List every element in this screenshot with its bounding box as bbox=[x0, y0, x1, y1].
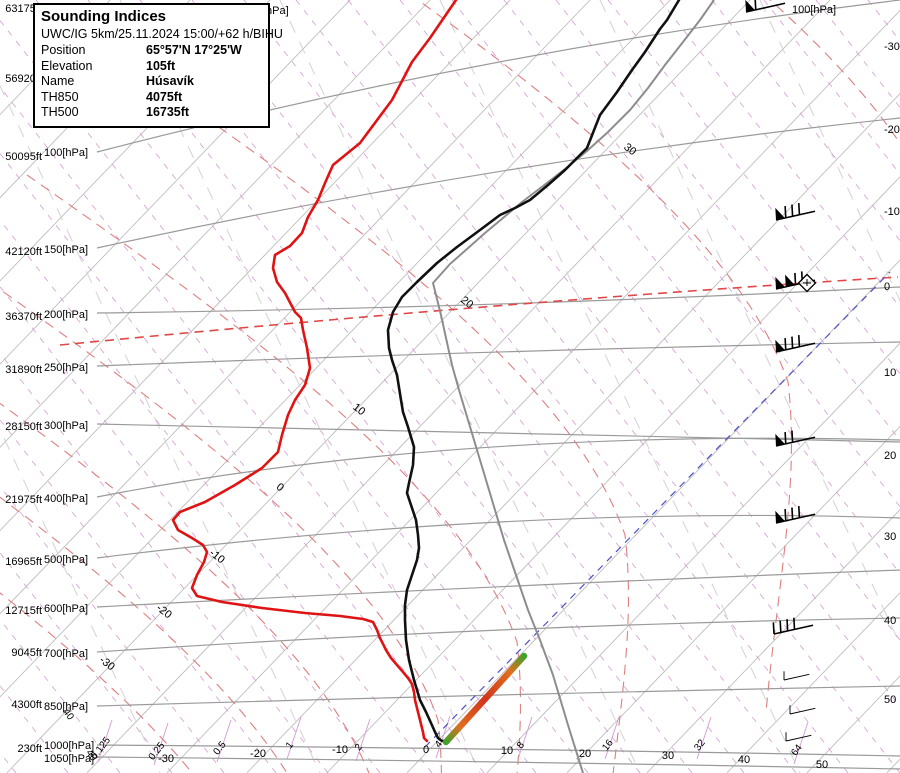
moist-adiabat-label: -30 bbox=[97, 654, 117, 673]
moist-adiabat-label: 0 bbox=[274, 481, 286, 494]
right-temperature-label: 20 bbox=[884, 450, 896, 462]
mixing-ratio-label: 0.5 bbox=[211, 739, 228, 757]
bottom-temperature-label: 30 bbox=[662, 750, 674, 762]
altitude-label: 9045ft bbox=[11, 647, 42, 659]
mixing-ratio-label: 4 bbox=[433, 739, 445, 751]
tropopause-marker-cross-icon bbox=[803, 279, 811, 286]
pressure-label: 600[hPa] bbox=[44, 603, 88, 615]
panel-row-position: Position 65°57'N 17°25'W bbox=[41, 43, 262, 59]
row-value: 4075ft bbox=[146, 89, 183, 104]
row-value: Húsavík bbox=[146, 74, 194, 88]
temperature-curve bbox=[386, 0, 681, 743]
tropopause-line bbox=[59, 276, 899, 346]
altitude-label: 31890ft bbox=[5, 364, 42, 376]
wind-barb bbox=[775, 334, 816, 353]
right-temperature-label: -30 bbox=[884, 41, 900, 53]
panel-title: Sounding Indices bbox=[41, 8, 167, 25]
right-temperature-label: 0 bbox=[884, 281, 890, 293]
mixing-ratio-label: 1 bbox=[284, 740, 296, 752]
pressure-label: 1000[hPa] bbox=[44, 740, 94, 752]
right-temperature-label: 10 bbox=[884, 367, 896, 379]
row-label: Name bbox=[41, 74, 75, 88]
bottom-temperature-label: 40 bbox=[738, 754, 750, 766]
moist-adiabat-label: 30 bbox=[621, 141, 638, 158]
row-value: 16735ft bbox=[146, 105, 190, 119]
wind-barb bbox=[775, 505, 816, 524]
row-value: 105ft bbox=[146, 58, 176, 73]
parcel-curve bbox=[432, 0, 715, 773]
bottom-temperature-label: -20 bbox=[250, 748, 266, 760]
panel-row-elevation: Elevation 105ft bbox=[41, 59, 262, 75]
altitude-label: 16965ft bbox=[5, 556, 42, 568]
altitude-label: 63175ft bbox=[5, 3, 42, 15]
right-temperature-label: 40 bbox=[884, 615, 896, 627]
wind-barb bbox=[775, 202, 816, 221]
panel-run-info: UWC/IG 5km/25.11.2024 15:00/+62 h/BIHU bbox=[41, 27, 283, 41]
bottom-temperature-label: -10 bbox=[332, 744, 348, 756]
panel-row-th850: TH850 4075ft bbox=[41, 90, 262, 106]
moist-adiabat-label: 10 bbox=[350, 401, 367, 418]
bottom-temperature-label: 20 bbox=[579, 748, 591, 760]
mixing-ratio-label: 32 bbox=[692, 737, 708, 753]
altitude-label: 36370ft bbox=[5, 311, 42, 323]
right-temperature-label: 30 bbox=[884, 531, 896, 543]
panel-row-th500: TH500 16735ft bbox=[41, 105, 262, 121]
sounding-indices-panel: Sounding Indices UWC/IG 5km/25.11.2024 1… bbox=[33, 3, 283, 128]
top-right-pressure-label: 100[hPa] bbox=[792, 4, 836, 16]
surface-mixing-ratio-line bbox=[424, 271, 891, 748]
row-label: TH500 bbox=[41, 105, 79, 119]
wind-barb bbox=[785, 732, 812, 742]
right-temperature-label: 50 bbox=[884, 694, 896, 706]
wind-barb bbox=[772, 617, 814, 635]
dewpoint-curve bbox=[171, 0, 458, 743]
pressure-label: 400[hPa] bbox=[44, 493, 88, 505]
pressure-label: 100[hPa] bbox=[44, 147, 88, 159]
row-label: Position bbox=[41, 43, 86, 57]
bottom-temperature-label: 50 bbox=[816, 759, 828, 771]
altitude-label: 12715ft bbox=[5, 605, 42, 617]
row-label: Elevation bbox=[41, 58, 93, 73]
pressure-label: 1050[hPa] bbox=[44, 753, 94, 765]
wind-barb bbox=[775, 430, 816, 447]
altitude-label: 42120ft bbox=[5, 246, 42, 258]
wind-barbs bbox=[745, 0, 816, 742]
altitude-label: 4300ft bbox=[11, 699, 42, 711]
bottom-temperature-label: -30 bbox=[158, 753, 174, 765]
altitude-label: 28150ft bbox=[5, 421, 42, 433]
pressure-label: 700[hPa] bbox=[44, 648, 88, 660]
altitude-label: 21975ft bbox=[5, 494, 42, 506]
altitude-label: 230ft bbox=[18, 743, 42, 755]
wind-barb bbox=[789, 705, 816, 715]
panel-row-name: Name Húsavík bbox=[41, 74, 262, 90]
moist-adiabat-label: 20 bbox=[458, 294, 475, 311]
altitude-label: 50095ft bbox=[5, 151, 42, 163]
pressure-label: 200[hPa] bbox=[44, 309, 88, 321]
wind-barb bbox=[783, 671, 810, 681]
wind-barb bbox=[745, 0, 786, 13]
mixing-ratio-label: 2 bbox=[353, 742, 365, 754]
altitude-label: 56920ft bbox=[5, 73, 42, 85]
bottom-temperature-label: 10 bbox=[501, 745, 513, 757]
mixing-ratio-label: 8 bbox=[515, 740, 527, 752]
shear-vector-bar bbox=[442, 652, 528, 746]
right-temperature-label: -10 bbox=[884, 206, 900, 218]
pressure-label: 300[hPa] bbox=[44, 420, 88, 432]
pressure-label: 500[hPa] bbox=[44, 554, 88, 566]
pressure-label: 250[hPa] bbox=[44, 362, 88, 374]
right-temperature-label: -20 bbox=[884, 124, 900, 136]
moist-adiabat-label: -10 bbox=[207, 547, 227, 566]
bottom-temperature-label: 0 bbox=[423, 744, 429, 756]
row-label: TH850 bbox=[41, 89, 79, 104]
row-value: 65°57'N 17°25'W bbox=[146, 43, 242, 57]
moist-adiabat-label: -20 bbox=[154, 602, 174, 621]
pressure-label: 850[hPa] bbox=[44, 701, 88, 713]
pressure-label: 150[hPa] bbox=[44, 244, 88, 256]
